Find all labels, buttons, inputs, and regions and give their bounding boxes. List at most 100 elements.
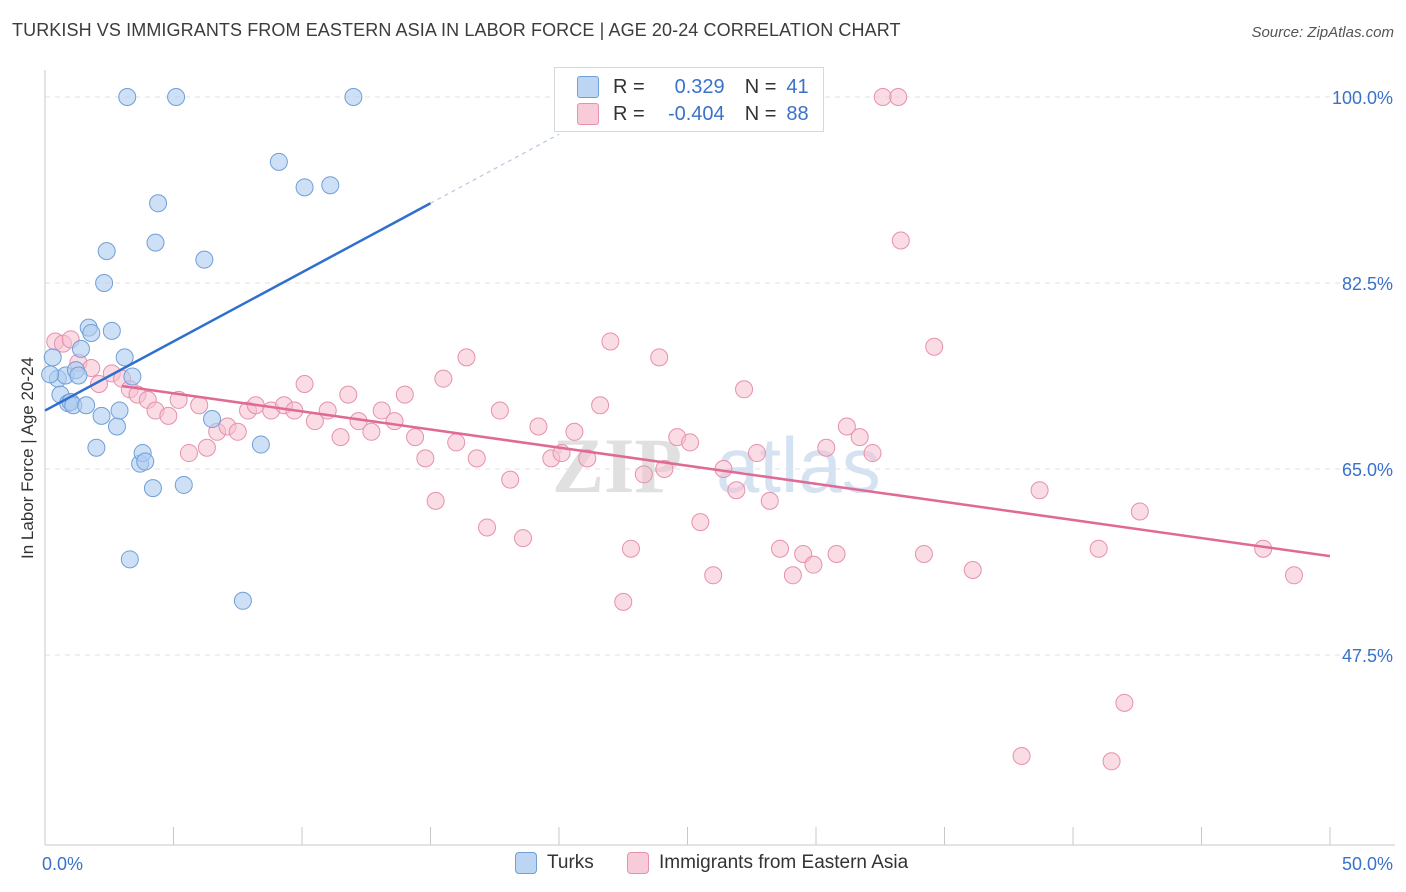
y-tick-label: 100.0%: [1332, 88, 1393, 108]
data-point-asia: [434, 369, 453, 388]
source-label: Source: ZipAtlas.com: [1251, 24, 1394, 41]
data-point-asia: [914, 545, 933, 564]
data-point-turks: [69, 366, 88, 385]
data-point-asia: [426, 491, 445, 510]
data-point-asia: [963, 560, 982, 579]
data-point-asia: [339, 385, 358, 404]
data-point-asia: [837, 417, 856, 436]
data-point-asia: [827, 545, 846, 564]
grid-lines: [45, 96, 1390, 656]
data-point-turks: [251, 435, 270, 454]
data-point-turks: [118, 88, 137, 106]
tick-labels: 47.5% 65.0% 82.5% 100.0% 0.0% 50.0%: [42, 88, 1393, 874]
legend-n-value: 88: [786, 102, 809, 125]
legend-label-asia: Immigrants from Eastern Asia: [659, 852, 909, 873]
data-point-turks: [107, 417, 126, 436]
data-point-asia: [760, 491, 779, 510]
data-point-turks: [115, 348, 134, 367]
trend-line-turks-extension: [430, 133, 560, 204]
data-point-asia: [478, 518, 497, 537]
data-point-asia: [331, 428, 350, 447]
legend-n-label: N =: [744, 102, 777, 125]
y-tick-label: 82.5%: [1342, 274, 1393, 294]
data-point-turks: [87, 438, 106, 457]
x-tick-label: 50.0%: [1342, 854, 1393, 874]
data-point-asia: [362, 422, 381, 441]
axes: [44, 70, 1395, 846]
data-point-asia: [634, 465, 653, 484]
data-point-turks: [203, 410, 222, 429]
data-point-asia: [727, 481, 746, 500]
data-point-turks: [295, 178, 314, 197]
data-point-asia: [863, 444, 882, 463]
data-point-asia: [295, 374, 314, 393]
data-point-asia: [1012, 746, 1031, 765]
data-point-asia: [372, 401, 391, 420]
legend-swatch-asia: [627, 852, 649, 874]
trend-line-asia: [121, 384, 1331, 558]
data-point-turks: [71, 339, 90, 358]
data-point-turks: [82, 323, 101, 342]
data-point-asia: [889, 88, 908, 106]
data-point-asia: [228, 422, 247, 441]
data-point-asia: [655, 460, 674, 478]
data-point-turks: [143, 479, 162, 498]
data-point-turks: [233, 591, 252, 610]
data-point-asia: [447, 433, 466, 452]
legend-swatch-turks: [515, 852, 537, 874]
data-point-turks: [269, 152, 288, 171]
legend-r-value: -0.404: [667, 102, 725, 125]
series-asia-points: [46, 88, 1304, 771]
data-point-asia: [771, 539, 790, 558]
legend-label-turks: Turks: [547, 852, 594, 873]
trend-lines: [44, 133, 1331, 558]
data-point-turks: [120, 550, 139, 569]
data-point-asia: [747, 444, 766, 463]
legend-n-value: 41: [786, 75, 809, 98]
legend-item-turks: Turks: [515, 852, 594, 874]
data-point-asia: [565, 422, 584, 441]
data-point-asia: [704, 566, 723, 585]
data-point-asia: [467, 449, 486, 468]
data-point-asia: [395, 385, 414, 404]
data-point-asia: [1115, 693, 1134, 712]
x-tick-label: 0.0%: [42, 854, 83, 874]
data-point-asia: [197, 438, 216, 457]
data-point-asia: [817, 438, 836, 457]
data-point-asia: [601, 332, 620, 351]
data-point-asia: [501, 470, 520, 489]
data-point-asia: [514, 529, 533, 548]
correlation-legend: R = 0.329 N = 41 R = -0.404 N = 88: [554, 67, 824, 132]
data-point-asia: [614, 592, 633, 611]
data-point-turks: [110, 401, 129, 420]
data-point-asia: [406, 428, 425, 447]
data-point-asia: [1030, 481, 1049, 500]
data-point-turks: [41, 365, 60, 384]
data-point-turks: [146, 233, 165, 252]
data-point-turks: [123, 367, 142, 386]
data-point-asia: [457, 348, 476, 367]
data-point-turks: [43, 348, 62, 367]
legend-swatch-turks: [577, 76, 599, 98]
data-point-turks: [92, 406, 111, 425]
data-point-asia: [529, 417, 548, 436]
legend-n-label: N =: [744, 75, 777, 98]
chart-title: TURKISH VS IMMIGRANTS FROM EASTERN ASIA …: [12, 20, 901, 40]
data-point-turks: [167, 88, 186, 106]
data-point-turks: [97, 242, 116, 261]
series-turks-points: [41, 88, 363, 610]
data-point-asia: [1102, 752, 1121, 771]
legend-row-turks: R = 0.329 N = 41: [577, 74, 809, 100]
data-point-asia: [1130, 502, 1149, 521]
data-point-asia: [621, 539, 640, 558]
data-point-asia: [691, 513, 710, 532]
data-point-asia: [591, 396, 610, 415]
data-point-asia: [490, 401, 509, 420]
data-point-asia: [578, 449, 597, 468]
data-point-asia: [804, 555, 823, 574]
y-tick-label: 47.5%: [1342, 646, 1393, 666]
data-point-turks: [344, 88, 363, 106]
data-point-asia: [681, 433, 700, 452]
data-point-asia: [783, 566, 802, 585]
